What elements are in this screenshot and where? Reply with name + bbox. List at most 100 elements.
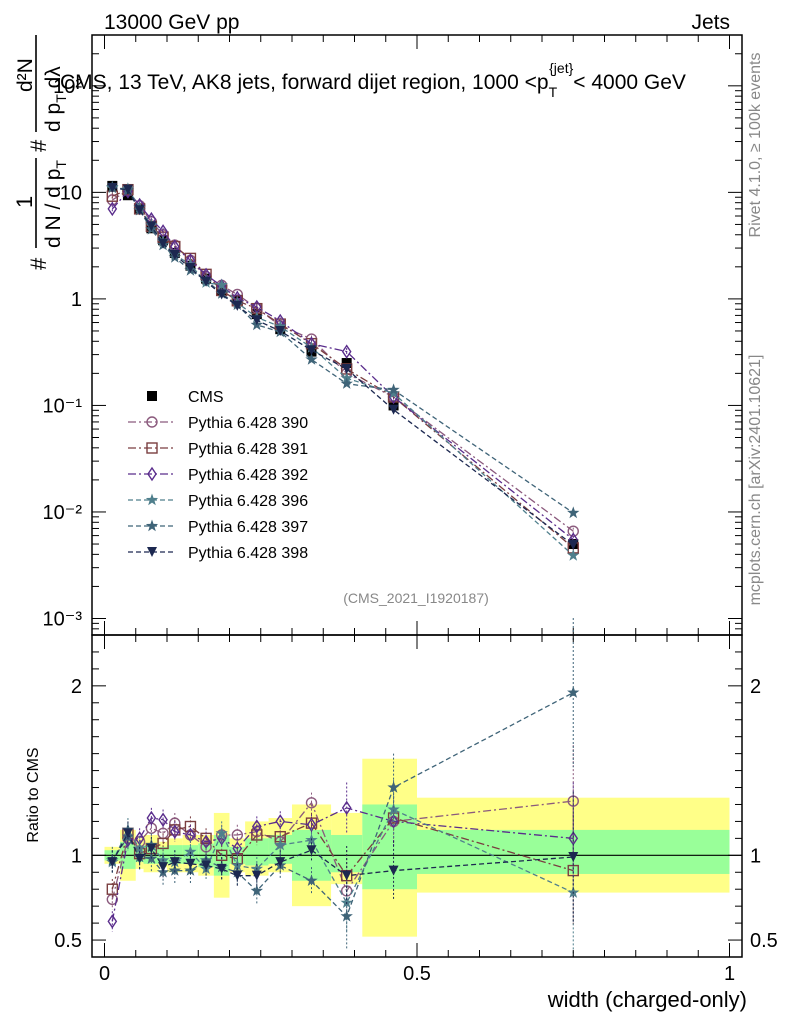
- ratio-point: [106, 883, 119, 895]
- legend-label: Pythia 6.428 392: [188, 467, 308, 484]
- header-left: 13000 GeV pp: [104, 11, 239, 34]
- svg-text:d²N: d²N: [14, 58, 37, 92]
- ratio-panel: 0.5 0.5 1 1 2 2 0 0.5 1: [54, 618, 778, 985]
- data-point: [122, 184, 133, 195]
- data-point: [134, 205, 145, 216]
- ratio-y-tick-label-right: 2: [750, 676, 761, 698]
- svg-text:#: #: [26, 257, 51, 270]
- data-point: [568, 539, 579, 550]
- ratio-point: [232, 870, 243, 881]
- series-pythia-6-428-391: [106, 183, 579, 554]
- y-tick-label: 10⁻¹: [43, 395, 83, 417]
- data-point: [158, 238, 169, 249]
- series-line: [111, 190, 574, 541]
- ratio-line: [111, 692, 574, 918]
- ratio-point: [168, 864, 181, 876]
- ratio-point: [305, 874, 318, 886]
- x-tick-label: 1: [724, 963, 735, 985]
- ratio-point: [251, 819, 262, 834]
- legend-entry: Pythia 6.428 392: [128, 466, 308, 484]
- legend-marker: [147, 391, 157, 401]
- ratio-point: [388, 814, 399, 829]
- legend-label: Pythia 6.428 396: [188, 493, 308, 510]
- ratio-point: [158, 812, 168, 827]
- legend-entry: Pythia 6.428 397: [128, 519, 308, 536]
- y-tick-label: 10²: [53, 76, 82, 98]
- series-pythia-6-428-397: [106, 180, 580, 519]
- legend-label: Pythia 6.428 390: [188, 415, 308, 432]
- data-point: [232, 300, 243, 311]
- data-point: [185, 262, 196, 273]
- x-axis-label: width (charged-only): [547, 987, 747, 1012]
- ratio-point: [275, 814, 286, 829]
- svg-text:d N / d pT: d N / d pT: [42, 160, 69, 248]
- ratio-point: [387, 781, 400, 793]
- x-tick-label: 0: [99, 963, 110, 985]
- ratio-point: [158, 862, 169, 873]
- data-point: [341, 363, 352, 374]
- ratio-point: [122, 828, 133, 839]
- legend-label: CMS: [188, 389, 224, 406]
- ratio-point: [215, 826, 228, 839]
- data-point: [169, 250, 180, 261]
- svg-text:d pT dλ: d pT dλ: [42, 66, 69, 132]
- ratio-point: [169, 857, 180, 868]
- data-point: [216, 289, 227, 300]
- y-tick-label: 10⁻³: [43, 608, 83, 630]
- mcplots-source-label: mcplots.cern.ch [arXiv:2401.10621]: [747, 355, 764, 606]
- ratio-point: [567, 686, 580, 698]
- y-tick-label: 10⁻²: [43, 502, 83, 524]
- legend-marker: [146, 416, 158, 428]
- main-axes: 10⁻³ 10⁻² 10⁻¹ 1 10 10²: [43, 34, 743, 636]
- legend-label: Pythia 6.428 397: [188, 519, 308, 536]
- ratio-point: [184, 845, 197, 858]
- data-point: [306, 345, 317, 356]
- data-point: [341, 358, 352, 369]
- legend-marker: [145, 493, 159, 506]
- data-point: [340, 377, 353, 389]
- ratio-line: [111, 817, 574, 890]
- legend-entry: Pythia 6.428 390: [128, 415, 308, 432]
- data-point: [215, 278, 228, 291]
- ratio-line: [111, 808, 574, 905]
- ratio-point: [107, 857, 118, 868]
- data-point: [305, 353, 318, 365]
- ratio-line: [111, 831, 574, 877]
- data-point: [388, 404, 399, 415]
- legend-marker: [145, 519, 159, 532]
- analysis-watermark: (CMS_2021_I1920187): [343, 590, 489, 606]
- y-tick-label: 10: [60, 182, 82, 204]
- legend-marker: [147, 466, 157, 482]
- svg-text:1: 1: [12, 196, 37, 208]
- ratio-point: [387, 803, 400, 815]
- ratio-point: [388, 865, 399, 876]
- main-panel: 10⁻³ 10⁻² 10⁻¹ 1 10 10²: [43, 34, 743, 636]
- ratio-point: [341, 800, 352, 816]
- rivet-version-label: Rivet 4.1.0, ≥ 100k events: [747, 53, 764, 238]
- ratio-point: [146, 843, 157, 854]
- data-point: [201, 276, 212, 287]
- data-point: [107, 201, 118, 217]
- ratio-point: [275, 857, 286, 868]
- ratio-point: [341, 870, 352, 881]
- ratio-point: [251, 870, 262, 881]
- ratio-point: [134, 853, 145, 864]
- legend-entry: Pythia 6.428 396: [128, 493, 308, 510]
- data-point: [341, 344, 352, 359]
- legend-entry: Pythia 6.428 398: [128, 545, 308, 562]
- legend-marker: [147, 547, 157, 557]
- x-tick-label: 0.5: [403, 963, 431, 985]
- ratio-point: [216, 863, 227, 874]
- data-point: [567, 506, 580, 519]
- header-right: Jets: [691, 11, 730, 34]
- legend-marker: [146, 442, 158, 454]
- ratio-point: [250, 884, 263, 897]
- ratio-point: [169, 824, 180, 839]
- chart-title: CMS, 13 TeV, AK8 jets, forward dijet reg…: [60, 60, 686, 100]
- ratio-series-pythia-6-428-397: [106, 618, 580, 951]
- data-point: [251, 315, 262, 326]
- legend-label: Pythia 6.428 398: [188, 545, 308, 562]
- ratio-bands: [92, 758, 742, 937]
- ratio-point: [201, 860, 212, 871]
